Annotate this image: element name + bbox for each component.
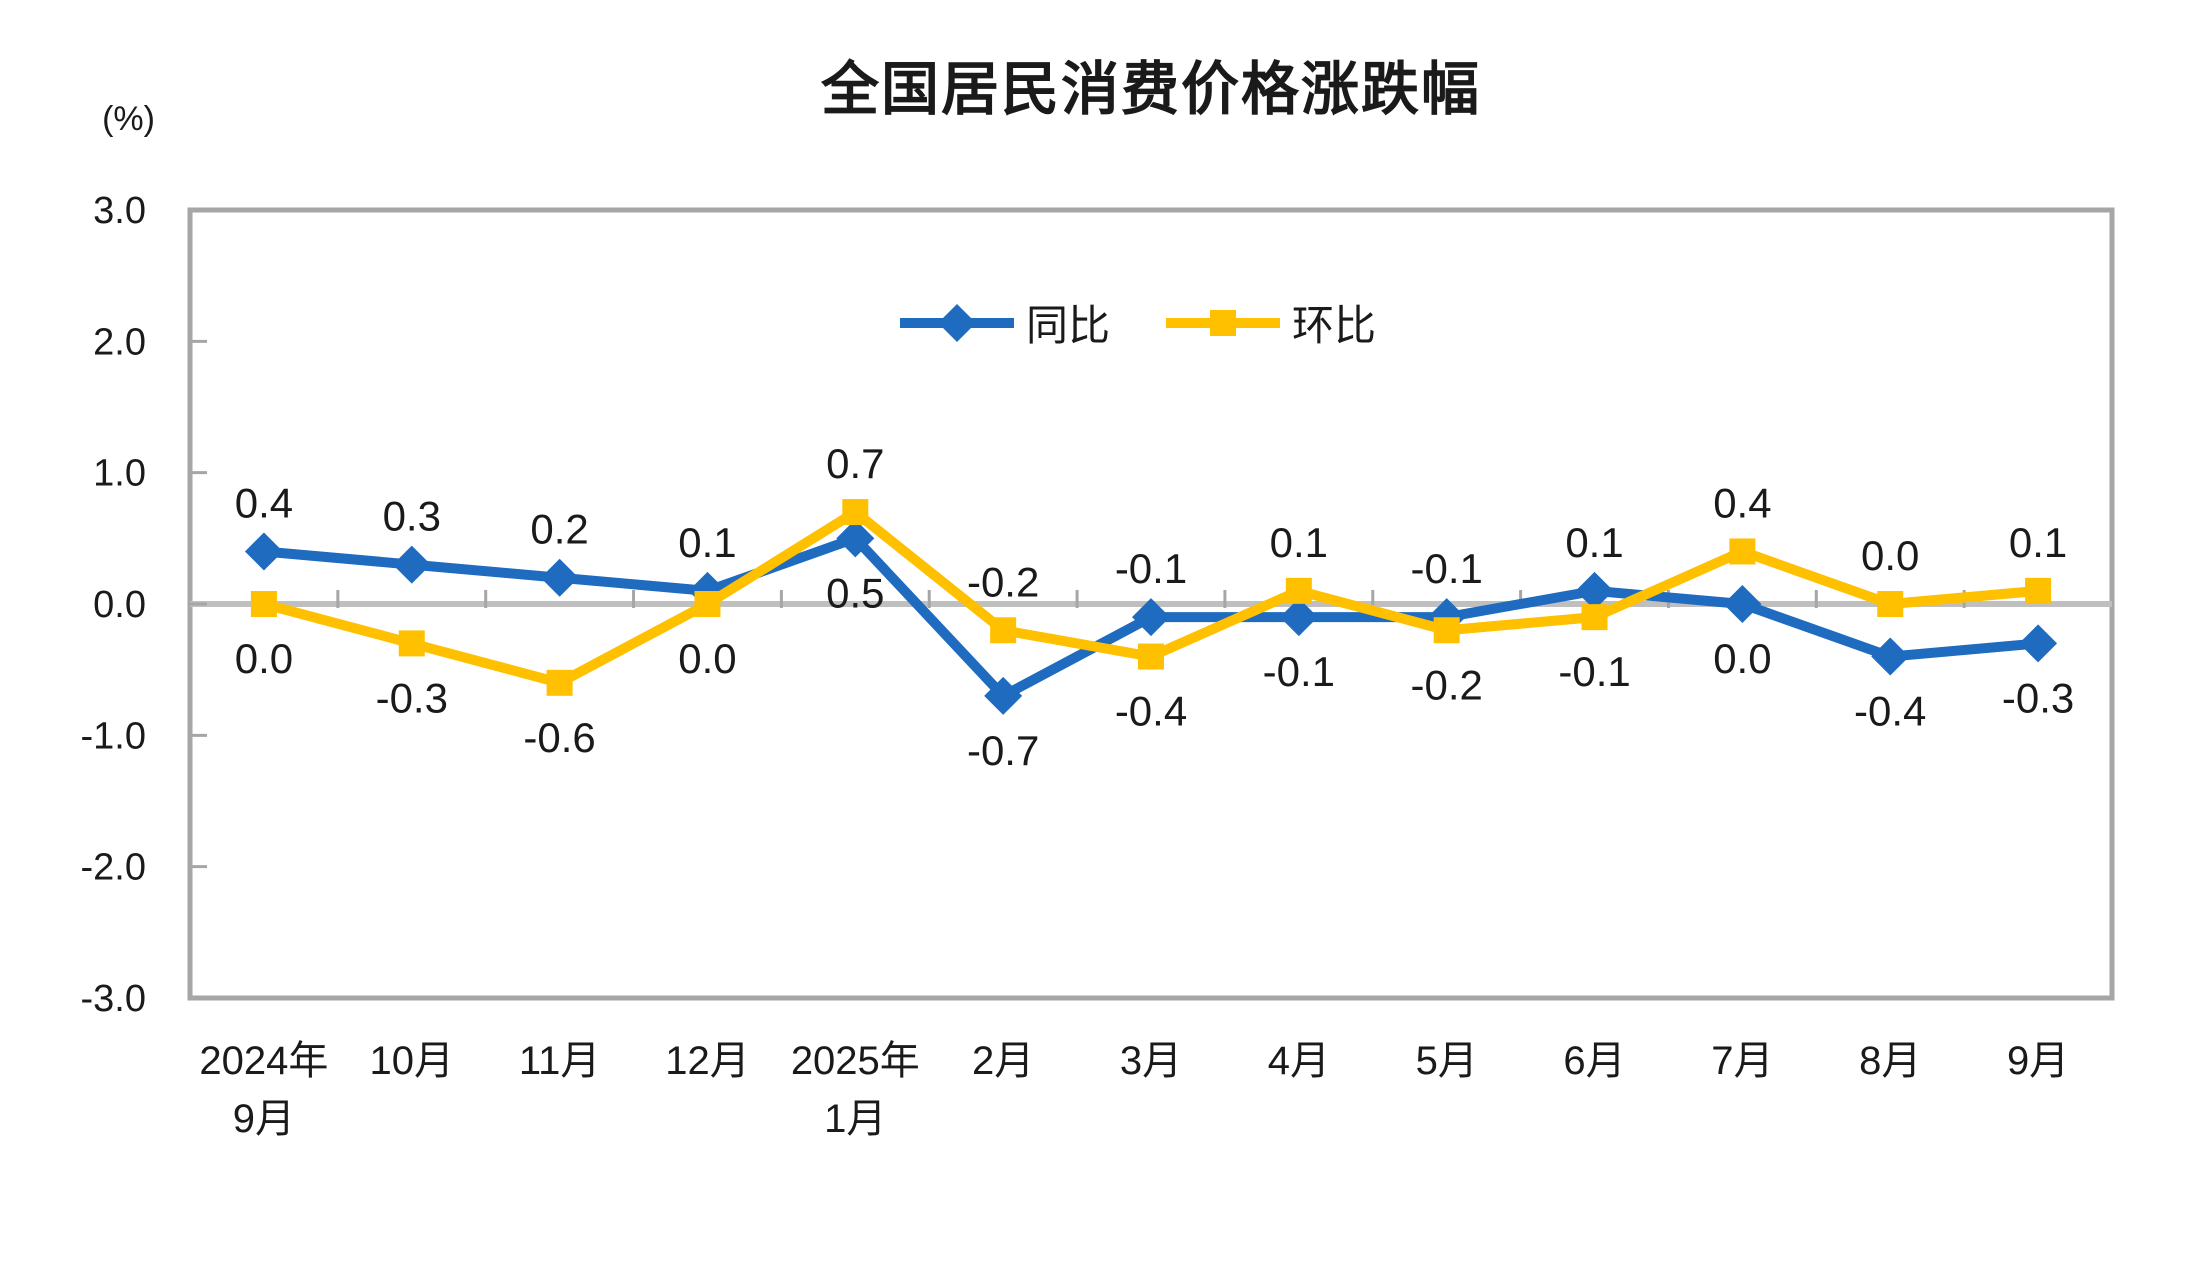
data-label: -0.3 <box>2002 674 2074 721</box>
x-axis: 2024年 9月 10月 11月 12月 2025年 1月 2月 3月 4月 5月 6月 7月 8月 9月 <box>199 590 2069 1141</box>
yoy-series-marker-icon <box>898 303 1016 348</box>
marker-diamond <box>244 532 283 571</box>
marker-diamond <box>1279 598 1318 637</box>
y-tick-label: 1.0 <box>93 453 146 495</box>
marker-square <box>1138 643 1164 670</box>
legend-label-yoy: 同比 <box>1026 301 1111 349</box>
legend-item-yoy: 同比 <box>898 303 1110 348</box>
data-label: -0.1 <box>1263 648 1335 695</box>
data-label: 0.0 <box>678 635 736 682</box>
x-category-label: 12月 <box>665 1039 750 1083</box>
data-label: 0.7 <box>826 440 884 487</box>
data-label: -0.4 <box>1115 688 1187 735</box>
data-label: 0.0 <box>1861 532 1919 579</box>
x-category-label: 8月 <box>1859 1039 1921 1083</box>
data-label: -0.4 <box>1854 688 1926 735</box>
data-label: -0.1 <box>1558 648 1630 695</box>
x-category-label: 3月 <box>1120 1039 1182 1083</box>
marker-square <box>398 630 425 657</box>
x-category-label: 9月 <box>2007 1039 2069 1083</box>
chart-legend: 同比 环比 <box>898 303 1376 348</box>
marker-square <box>990 617 1017 644</box>
marker-square <box>842 499 869 526</box>
x-category-label: 9月 <box>233 1097 295 1141</box>
data-label: -0.3 <box>376 674 448 721</box>
y-tick-label: -2.0 <box>81 847 146 889</box>
marker-square <box>1729 538 1756 565</box>
chart-title: 全国居民消费价格涨跌幅 <box>820 57 1481 122</box>
marker-diamond <box>1132 598 1170 637</box>
marker-diamond <box>1871 637 1910 676</box>
x-category-label: 6月 <box>1563 1039 1625 1083</box>
marker-diamond <box>540 558 579 597</box>
data-label: -0.1 <box>1411 545 1483 592</box>
x-category-label: 2025年 <box>791 1039 920 1083</box>
legend-item-mom: 环比 <box>1164 303 1376 348</box>
data-label: -0.2 <box>1411 661 1483 708</box>
x-category-label: 11月 <box>519 1039 601 1083</box>
marker-diamond <box>2019 624 2058 663</box>
marker-diamond <box>1575 571 1614 610</box>
data-label: 0.5 <box>826 569 884 616</box>
data-label: 0.1 <box>2009 519 2067 566</box>
data-label: 0.4 <box>1713 479 1771 526</box>
data-label: 0.1 <box>678 519 736 566</box>
data-label: 0.4 <box>235 479 293 526</box>
marker-square <box>546 669 573 696</box>
x-category-label: 4月 <box>1268 1039 1330 1083</box>
data-label: 0.1 <box>1270 519 1328 566</box>
y-tick-label: 0.0 <box>93 584 146 626</box>
marker-square <box>1433 617 1460 644</box>
data-label: -0.7 <box>967 727 1039 774</box>
data-label: 0.2 <box>530 506 588 553</box>
marker-diamond <box>836 519 875 558</box>
data-label: 0.1 <box>1565 519 1623 566</box>
x-category-label: 2024年 <box>199 1039 328 1083</box>
series-yoy <box>244 519 2058 715</box>
data-label: -0.2 <box>967 558 1039 605</box>
data-label: 0.0 <box>235 635 293 682</box>
x-category-label: 1月 <box>824 1097 886 1141</box>
y-tick-label: 3.0 <box>93 190 146 232</box>
data-label: 0.3 <box>383 493 441 540</box>
data-label: -0.6 <box>523 714 595 761</box>
x-category-label: 10月 <box>370 1039 455 1083</box>
marker-diamond <box>984 676 1023 715</box>
data-labels: 0.4 0.3 0.2 0.1 0.5 -0.7 -0.1 -0.1 -0.1 0.1 0.0 -0.… <box>235 440 2075 774</box>
series-mom <box>250 499 2052 696</box>
mom-series-marker-icon <box>1164 303 1282 348</box>
marker-square <box>250 591 277 617</box>
marker-diamond <box>1723 585 1762 623</box>
x-category-label: 7月 <box>1711 1039 1773 1083</box>
marker-square <box>1877 591 1904 617</box>
data-label: -0.1 <box>1115 545 1187 592</box>
y-axis-unit-label: (%) <box>102 100 155 138</box>
y-tick-label: -3.0 <box>81 978 146 1020</box>
marker-square <box>1581 604 1608 631</box>
y-tick-label: -1.0 <box>81 715 146 757</box>
x-category-label: 2月 <box>972 1039 1034 1083</box>
y-axis: -3.0 -2.0 -1.0 0.0 1.0 2.0 3.0 <box>81 190 207 1020</box>
y-tick-label: 2.0 <box>93 321 146 363</box>
marker-diamond <box>392 545 431 584</box>
marker-square <box>694 591 721 617</box>
legend-label-mom: 环比 <box>1292 301 1377 349</box>
marker-square <box>1285 577 1312 604</box>
data-label: 0.0 <box>1713 635 1771 682</box>
x-category-label: 5月 <box>1416 1039 1478 1083</box>
marker-square <box>2025 577 2052 604</box>
